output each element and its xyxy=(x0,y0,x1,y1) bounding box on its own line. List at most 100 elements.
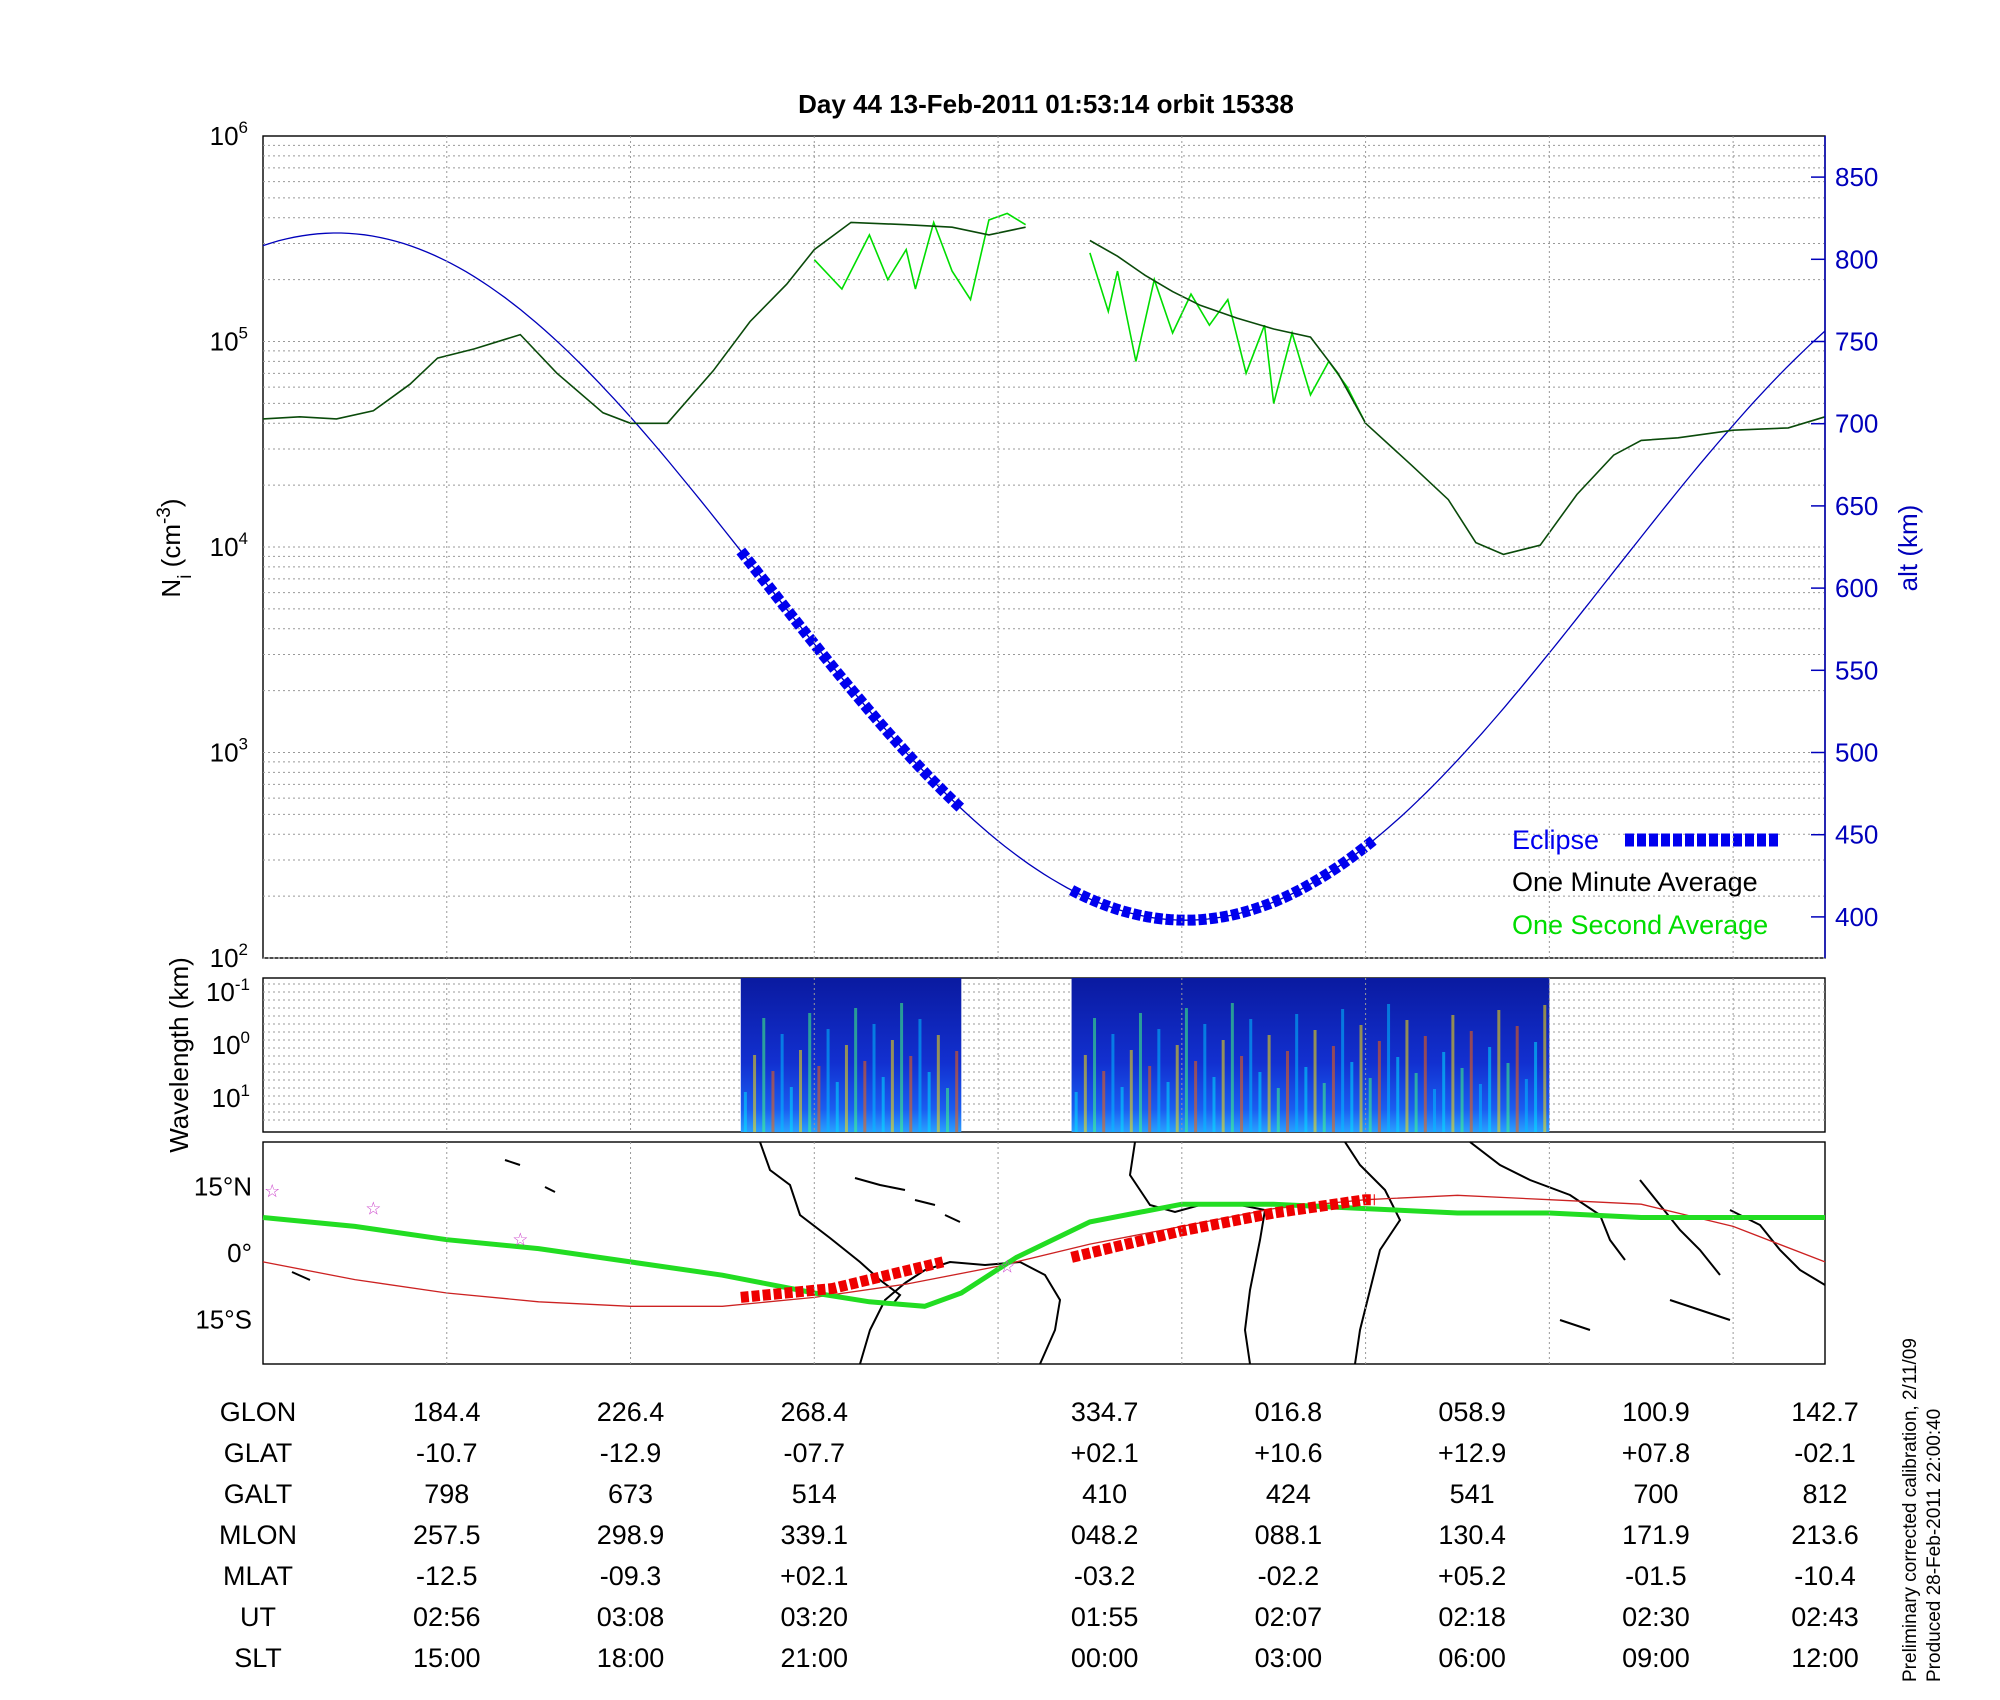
spectrogram-burst xyxy=(1442,1052,1446,1132)
station-star-icon: ☆ xyxy=(512,1230,528,1250)
table-cell: -02.1 xyxy=(1794,1438,1856,1468)
spectrogram-burst xyxy=(780,1034,784,1132)
station-star-icon: ☆ xyxy=(999,1256,1015,1276)
spectrogram-burst xyxy=(1138,1013,1142,1132)
spectrogram-block xyxy=(1071,978,1550,1132)
spectrogram-burst xyxy=(1359,1025,1363,1132)
table-row-label: UT xyxy=(240,1602,276,1632)
spectrogram-burst xyxy=(1093,1018,1097,1132)
table-cell: -12.5 xyxy=(416,1561,478,1591)
map-plot-area xyxy=(262,1141,1826,1365)
spectrogram-burst xyxy=(1276,1088,1280,1132)
spectrogram-burst xyxy=(1331,1046,1335,1132)
spectrogram-burst xyxy=(1396,1057,1400,1132)
legend-one-minute-label: One Minute Average xyxy=(1512,867,1758,897)
table-cell: 213.6 xyxy=(1791,1520,1859,1550)
spectrogram-burst xyxy=(909,1056,913,1132)
spectrogram-burst xyxy=(1405,1020,1409,1132)
table-cell: 02:43 xyxy=(1791,1602,1859,1632)
table-cell: -12.9 xyxy=(600,1438,662,1468)
spectrogram-burst xyxy=(762,1018,766,1132)
density-tick-label: 104 xyxy=(210,529,248,562)
latitude-tick-label: 15°S xyxy=(195,1305,252,1335)
eclipse-track-segment xyxy=(1070,1194,1375,1263)
spectrogram-burst xyxy=(1313,1030,1317,1132)
one-minute-series xyxy=(1089,239,1826,556)
side-note-line1: Preliminary corrected calibration, 2/11/… xyxy=(1900,1338,1921,1682)
spectrogram-burst xyxy=(1488,1047,1492,1132)
table-cell: 268.4 xyxy=(781,1397,849,1427)
side-note-line2: Produced 28-Feb-2011 22:00:40 xyxy=(1924,1409,1945,1682)
altitude-tick-label: 700 xyxy=(1835,409,1878,439)
table-row-label: SLT xyxy=(234,1643,282,1673)
table-row-label: GLON xyxy=(220,1397,297,1427)
table-cell: 18:00 xyxy=(597,1643,665,1673)
legend-one-second-label: One Second Average xyxy=(1512,910,1768,940)
eclipse-segment xyxy=(1069,834,1379,926)
spectrogram-burst xyxy=(1148,1066,1152,1132)
spectrogram-burst xyxy=(1368,1078,1372,1132)
spectrogram-burst xyxy=(1497,1010,1501,1132)
legend: Eclipse One Minute Average One Second Av… xyxy=(1512,825,1778,940)
table-cell: 00:00 xyxy=(1071,1643,1139,1673)
table-cell: -02.2 xyxy=(1258,1561,1320,1591)
one-minute-series xyxy=(262,221,1026,425)
latitude-tick-label: 0° xyxy=(227,1238,252,1268)
spectrogram-burst xyxy=(1322,1083,1326,1132)
spectrogram-burst xyxy=(863,1061,867,1132)
latitude-tick-label: 15°N xyxy=(194,1171,252,1201)
coastline-islands xyxy=(291,1159,1731,1331)
orbit-table: GLON 184.4 226.4 268.4 334.7 016.8 058.9 100.9 1… xyxy=(219,1397,1859,1673)
table-cell: 09:00 xyxy=(1622,1643,1690,1673)
station-star-icon: ☆ xyxy=(264,1181,280,1201)
spectrogram-burst xyxy=(1433,1089,1436,1132)
spectrogram-burst xyxy=(1074,1092,1078,1132)
density-ylabel: Ni (cm-3) xyxy=(154,498,196,597)
altitude-ylabel: alt (km) xyxy=(1893,505,1923,592)
spectrogram-burst xyxy=(1120,1087,1124,1132)
table-cell: -10.7 xyxy=(416,1438,478,1468)
spectrogram-burst xyxy=(1194,1061,1198,1132)
spectrogram-burst xyxy=(1534,1042,1538,1132)
spectrogram-burst xyxy=(854,1008,858,1132)
table-cell: +07.8 xyxy=(1622,1438,1690,1468)
station-star-icon: ☆ xyxy=(365,1199,381,1219)
spectrogram-burst xyxy=(1184,1008,1188,1132)
altitude-tick-label: 450 xyxy=(1835,820,1878,850)
table-cell: 171.9 xyxy=(1622,1520,1690,1550)
spectrogram-burst xyxy=(844,1045,848,1132)
density-tick-label: 102 xyxy=(210,940,248,973)
density-panel: 102 103 104 105 106 400 450 500 550 600 650 700 750… xyxy=(154,118,1924,973)
table-cell: -03.2 xyxy=(1074,1561,1136,1591)
table-cell: -07.7 xyxy=(784,1438,846,1468)
spectrogram-burst xyxy=(872,1024,876,1132)
spectrogram-burst xyxy=(1249,1019,1253,1132)
table-cell: 21:00 xyxy=(781,1643,849,1673)
table-cell: 514 xyxy=(792,1479,837,1509)
table-cell: -01.5 xyxy=(1625,1561,1687,1591)
spectrogram-burst xyxy=(1524,1079,1528,1132)
table-cell: 257.5 xyxy=(413,1520,481,1550)
table-cell: 798 xyxy=(424,1479,469,1509)
altitude-tick-label: 600 xyxy=(1835,573,1878,603)
spectrogram-burst xyxy=(1387,1004,1391,1132)
spectrogram-burst xyxy=(1203,1024,1207,1132)
table-cell: 03:08 xyxy=(597,1602,665,1632)
spectrogram-burst xyxy=(900,1003,904,1132)
altitude-curve xyxy=(262,232,1826,921)
dip-equator-line xyxy=(262,1194,1826,1307)
spectrogram-burst xyxy=(1515,1026,1519,1132)
table-cell: +02.1 xyxy=(1070,1438,1138,1468)
table-cell: +05.2 xyxy=(1438,1561,1506,1591)
table-cell: 02:56 xyxy=(413,1602,481,1632)
map-panel: ☆ ☆ ☆ ☆ 15°N 0° 15°S xyxy=(194,1141,1826,1365)
spectrogram-burst xyxy=(1506,1063,1510,1132)
table-cell: 048.2 xyxy=(1071,1520,1139,1550)
spectrogram-burst xyxy=(771,1071,775,1132)
altitude-tick-label: 850 xyxy=(1835,162,1878,192)
spectrogram-block xyxy=(740,978,962,1132)
table-cell: 016.8 xyxy=(1255,1397,1323,1427)
spectrogram-plot-area xyxy=(262,977,1826,1133)
table-cell: 142.7 xyxy=(1791,1397,1859,1427)
spectrogram-burst xyxy=(1221,1040,1225,1132)
